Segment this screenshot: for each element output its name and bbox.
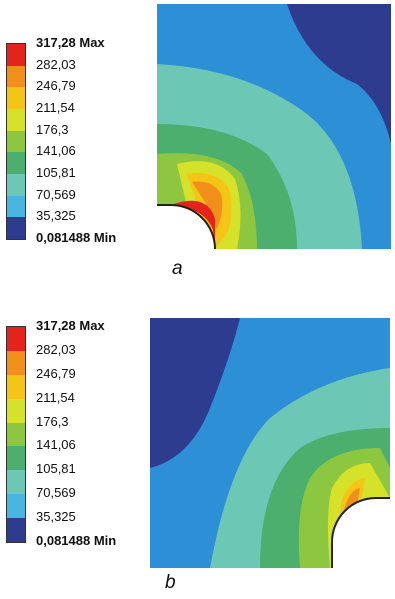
legend-label-min: 0,081488 Min bbox=[36, 230, 117, 245]
legend-label: 105,81 bbox=[36, 461, 76, 477]
legend-swatch-7 bbox=[7, 470, 25, 495]
panel-b: 317,28 Max 282,03 246,79 211,54 176,3 14… bbox=[0, 300, 395, 599]
legend-swatch-8 bbox=[7, 494, 25, 519]
legend-swatch-5 bbox=[7, 422, 25, 447]
contour-plot-a bbox=[157, 4, 391, 249]
legend-label: 176,3 bbox=[36, 413, 69, 429]
legend-label: 176,3 bbox=[36, 121, 69, 137]
legend-swatch-4 bbox=[7, 398, 25, 423]
legend-label: 70,569 bbox=[36, 485, 76, 501]
legend-swatch-6 bbox=[7, 152, 25, 175]
legend-label: 211,54 bbox=[36, 389, 75, 405]
legend-swatch-8 bbox=[7, 195, 25, 218]
panel-caption-b: b bbox=[165, 572, 176, 593]
legend-label: 282,03 bbox=[36, 341, 76, 357]
legend-swatch-3 bbox=[7, 87, 25, 110]
legend-swatch-7 bbox=[7, 174, 25, 196]
contour-plot-b bbox=[150, 318, 390, 568]
legend-swatch-2 bbox=[7, 65, 25, 88]
legend-label-max: 317,28 Max bbox=[36, 35, 105, 50]
legend-swatch-2 bbox=[7, 350, 25, 375]
legend-label: 105,81 bbox=[36, 165, 76, 180]
legend-swatch-3 bbox=[7, 374, 25, 399]
legend-swatch-9 bbox=[7, 217, 25, 240]
legend-label: 246,79 bbox=[36, 365, 76, 381]
legend-label: 141,06 bbox=[36, 437, 76, 453]
legend-swatch-6 bbox=[7, 446, 25, 471]
legend-color-bar bbox=[6, 326, 26, 543]
legend-color-bar bbox=[6, 43, 26, 240]
legend-label: 246,79 bbox=[36, 78, 76, 94]
legend-label-max: 317,28 Max bbox=[36, 318, 105, 333]
legend-label: 141,06 bbox=[36, 143, 76, 159]
legend-swatch-1 bbox=[7, 44, 25, 66]
legend-label: 211,54 bbox=[36, 100, 75, 115]
legend-label: 35,325 bbox=[36, 509, 76, 525]
panel-caption-a: a bbox=[172, 258, 183, 279]
panel-a: 317,28 Max 282,03 246,79 211,54 176,3 14… bbox=[0, 0, 395, 290]
legend-label: 282,03 bbox=[36, 56, 76, 72]
legend-label: 70,569 bbox=[36, 186, 76, 202]
legend-swatch-9 bbox=[7, 518, 25, 543]
legend-label: 35,325 bbox=[36, 208, 76, 224]
legend-label-min: 0,081488 Min bbox=[36, 533, 117, 548]
legend-swatch-5 bbox=[7, 130, 25, 153]
legend-swatch-4 bbox=[7, 109, 25, 131]
legend-swatch-1 bbox=[7, 327, 25, 351]
